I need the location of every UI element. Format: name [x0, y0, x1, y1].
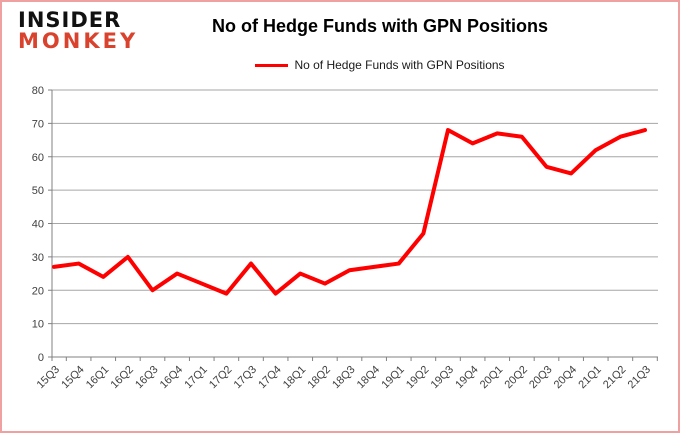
x-tick-label: 21Q1 [576, 364, 604, 392]
y-tick-label: 50 [32, 185, 44, 197]
y-tick-label: 20 [32, 285, 44, 297]
x-tick-label: 19Q3 [429, 364, 457, 392]
y-tick-label: 70 [32, 118, 44, 130]
insider-monkey-logo: INSIDER MONKEY [18, 10, 138, 52]
x-tick-label: 20Q4 [552, 364, 580, 392]
x-tick-label: 15Q3 [35, 364, 63, 392]
x-tick-label: 16Q2 [108, 364, 136, 392]
y-tick-label: 0 [38, 352, 44, 364]
x-tick-label: 18Q3 [330, 364, 358, 392]
x-tick-label: 16Q1 [84, 364, 112, 392]
logo-word-monkey: MONKEY [18, 29, 139, 53]
x-tick-label: 17Q4 [256, 364, 284, 392]
x-tick-label: 19Q2 [404, 364, 432, 392]
x-tick-label: 20Q2 [502, 364, 530, 392]
x-tick-label: 18Q2 [305, 364, 333, 392]
legend-label: No of Hedge Funds with GPN Positions [294, 58, 505, 72]
x-tick-label: 21Q2 [601, 364, 629, 392]
y-tick-label: 30 [32, 252, 44, 264]
x-tick-label: 15Q4 [59, 364, 87, 392]
x-tick-label: 17Q1 [182, 364, 210, 392]
series-line-gpn-positions [52, 128, 647, 296]
legend-line-swatch [255, 63, 289, 67]
logo-word-insider: INSIDER [18, 8, 122, 32]
chart-title: No of Hedge Funds with GPN Positions [212, 16, 548, 36]
x-tick-label: 20Q1 [478, 364, 506, 392]
x-tick-label: 16Q3 [133, 364, 161, 392]
x-tick-label: 19Q4 [453, 364, 481, 392]
y-tick-label: 10 [32, 319, 44, 331]
x-tick-label: 17Q2 [207, 364, 235, 392]
x-tick-label: 21Q3 [626, 364, 654, 392]
x-tick-label: 18Q1 [281, 364, 309, 392]
x-tick-label: 20Q3 [527, 364, 555, 392]
y-tick-label: 80 [32, 85, 44, 97]
chart-legend: No of Hedge Funds with GPN Positions [122, 58, 638, 72]
x-tick-label: 17Q3 [232, 364, 260, 392]
x-tick-label: 16Q4 [158, 364, 186, 392]
x-tick-label: 19Q1 [379, 364, 407, 392]
y-tick-label: 40 [32, 219, 44, 231]
x-tick-label: 18Q4 [355, 364, 383, 392]
y-tick-label: 60 [32, 152, 44, 164]
